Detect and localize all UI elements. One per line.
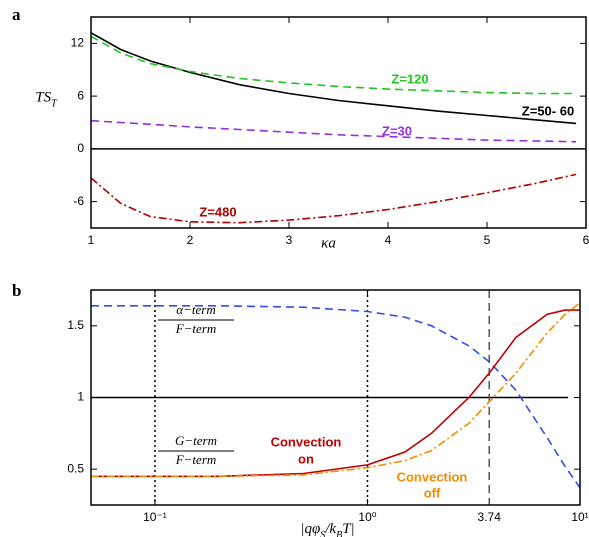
annotation: F−term bbox=[175, 321, 217, 336]
y-axis-label-part: TS bbox=[35, 90, 51, 106]
x-tick-label: 3 bbox=[286, 233, 293, 247]
x-axis-label-part: /k bbox=[324, 521, 336, 537]
line bbox=[91, 305, 580, 489]
x-tick-label: 5 bbox=[484, 233, 491, 247]
series-label: on bbox=[298, 451, 314, 466]
y-axis-label: TST bbox=[35, 90, 58, 109]
line bbox=[91, 32, 577, 125]
annotation: F−term bbox=[175, 452, 217, 467]
y-tick-label: -6 bbox=[73, 194, 84, 208]
y-axis-label-part: T bbox=[51, 98, 58, 109]
line bbox=[91, 309, 580, 478]
x-axis-label: |qφS/kBT| bbox=[300, 521, 354, 537]
series-label: Z=50- 60 bbox=[522, 103, 574, 118]
plot-frame bbox=[90, 289, 581, 506]
panel-label: a bbox=[12, 5, 21, 24]
series-label: Z=30 bbox=[382, 123, 412, 138]
y-tick-label: 1.5 bbox=[67, 318, 84, 332]
y-tick-label: 6 bbox=[77, 88, 84, 102]
series-label: Convection bbox=[271, 434, 342, 449]
x-tick-label: 3.74 bbox=[478, 510, 502, 524]
x-axis-label-part: B bbox=[336, 530, 342, 537]
x-tick-label: 10⁻¹ bbox=[143, 510, 167, 524]
x-axis-label-part: T| bbox=[342, 521, 354, 537]
annotation: G−term bbox=[175, 433, 217, 448]
x-tick-label: 1 bbox=[88, 233, 95, 247]
line bbox=[91, 302, 580, 478]
y-tick-label: 12 bbox=[71, 36, 85, 50]
x-tick-label: 10⁰ bbox=[358, 510, 376, 524]
annotation: α−term bbox=[176, 302, 215, 317]
line bbox=[91, 119, 577, 143]
series-label: off bbox=[424, 485, 441, 500]
plot-frame bbox=[90, 16, 587, 229]
x-tick-label: 4 bbox=[385, 233, 392, 247]
x-axis-label-part: |qφ bbox=[300, 521, 320, 537]
y-tick-label: 1 bbox=[77, 390, 84, 404]
x-tick-label: 10¹ bbox=[571, 510, 588, 524]
panel-label: b bbox=[12, 281, 21, 300]
series-label: Z=120 bbox=[391, 71, 428, 86]
x-axis-label: κa bbox=[321, 235, 336, 251]
series-label: Convection bbox=[397, 469, 468, 484]
x-tick-label: 2 bbox=[187, 233, 194, 247]
x-tick-label: 6 bbox=[583, 233, 589, 247]
line bbox=[91, 173, 577, 224]
y-tick-label: 0.5 bbox=[67, 461, 84, 475]
y-tick-label: 0 bbox=[77, 141, 84, 155]
x-axis-label-part: S bbox=[320, 530, 325, 537]
series-label: Z=480 bbox=[199, 204, 236, 219]
